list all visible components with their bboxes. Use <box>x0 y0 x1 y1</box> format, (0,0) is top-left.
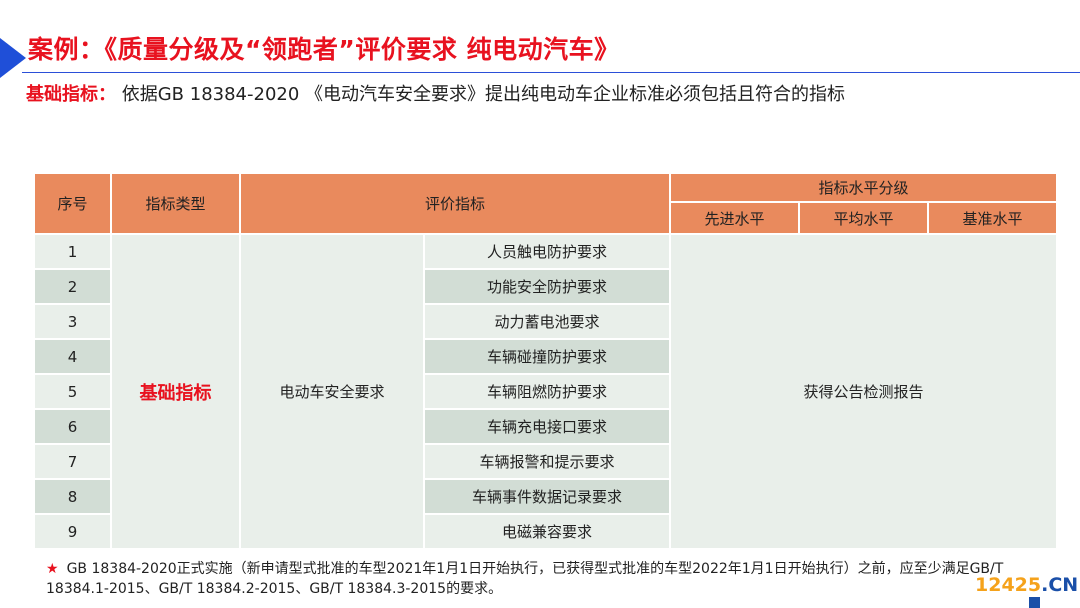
row-number: 3 <box>33 303 112 340</box>
criteria-item: 车辆碰撞防护要求 <box>422 338 672 375</box>
page-title: 案例：《质量分级及“领跑者”评价要求 纯电动汽车》 <box>28 35 620 64</box>
criteria-item: 车辆报警和提示要求 <box>422 443 672 480</box>
footnote: ★ GB 18384-2020正式实施（新申请型式批准的车型2021年1月1日开始… <box>46 559 1046 599</box>
footnote-text: GB 18384-2020正式实施（新申请型式批准的车型2021年1月1日开始执… <box>46 561 1004 597</box>
row-number: 7 <box>33 443 112 480</box>
index-type-cell: 基础指标 <box>110 233 241 550</box>
title-divider <box>22 72 1080 73</box>
row-number: 8 <box>33 478 112 515</box>
watermark-logo: 12425.CN <box>975 574 1078 596</box>
header-type: 指标类型 <box>110 172 241 235</box>
criteria-item: 功能安全防护要求 <box>422 268 672 305</box>
watermark-number: 12425 <box>975 574 1042 596</box>
index-table: 序号 指标类型 评价指标 指标水平分级 先进水平 平均水平 基准水平 1 基础指… <box>33 172 1059 550</box>
title-accent-triangle <box>0 38 26 78</box>
row-number: 2 <box>33 268 112 305</box>
star-icon: ★ <box>46 561 59 577</box>
header-average: 平均水平 <box>798 201 930 235</box>
criteria-item: 车辆充电接口要求 <box>422 408 672 445</box>
watermark-domain: .CN <box>1041 574 1079 596</box>
page-subtitle: 基础指标： 依据GB 18384-2020 《电动汽车安全要求》提出纯电动车企业… <box>26 80 845 106</box>
criteria-item: 人员触电防护要求 <box>422 233 672 270</box>
criteria-item: 车辆阻燃防护要求 <box>422 373 672 410</box>
criteria-item: 车辆事件数据记录要求 <box>422 478 672 515</box>
criteria-item: 电磁兼容要求 <box>422 513 672 550</box>
row-number: 9 <box>33 513 112 550</box>
header-seq: 序号 <box>33 172 112 235</box>
row-number: 6 <box>33 408 112 445</box>
row-number: 1 <box>33 233 112 270</box>
row-number: 4 <box>33 338 112 375</box>
header-advanced: 先进水平 <box>669 201 801 235</box>
category-cell: 电动车安全要求 <box>239 233 425 550</box>
criteria-item: 动力蓄电池要求 <box>422 303 672 340</box>
row-number: 5 <box>33 373 112 410</box>
subtitle-text: 依据GB 18384-2020 《电动汽车安全要求》提出纯电动车企业标准必须包括… <box>121 84 846 105</box>
subtitle-lead: 基础指标： <box>26 84 116 105</box>
header-baseline: 基准水平 <box>927 201 1059 235</box>
header-criteria: 评价指标 <box>238 172 672 235</box>
header-level-group: 指标水平分级 <box>669 172 1059 203</box>
level-result-cell: 获得公告检测报告 <box>669 233 1059 550</box>
watermark-square <box>1029 597 1040 608</box>
